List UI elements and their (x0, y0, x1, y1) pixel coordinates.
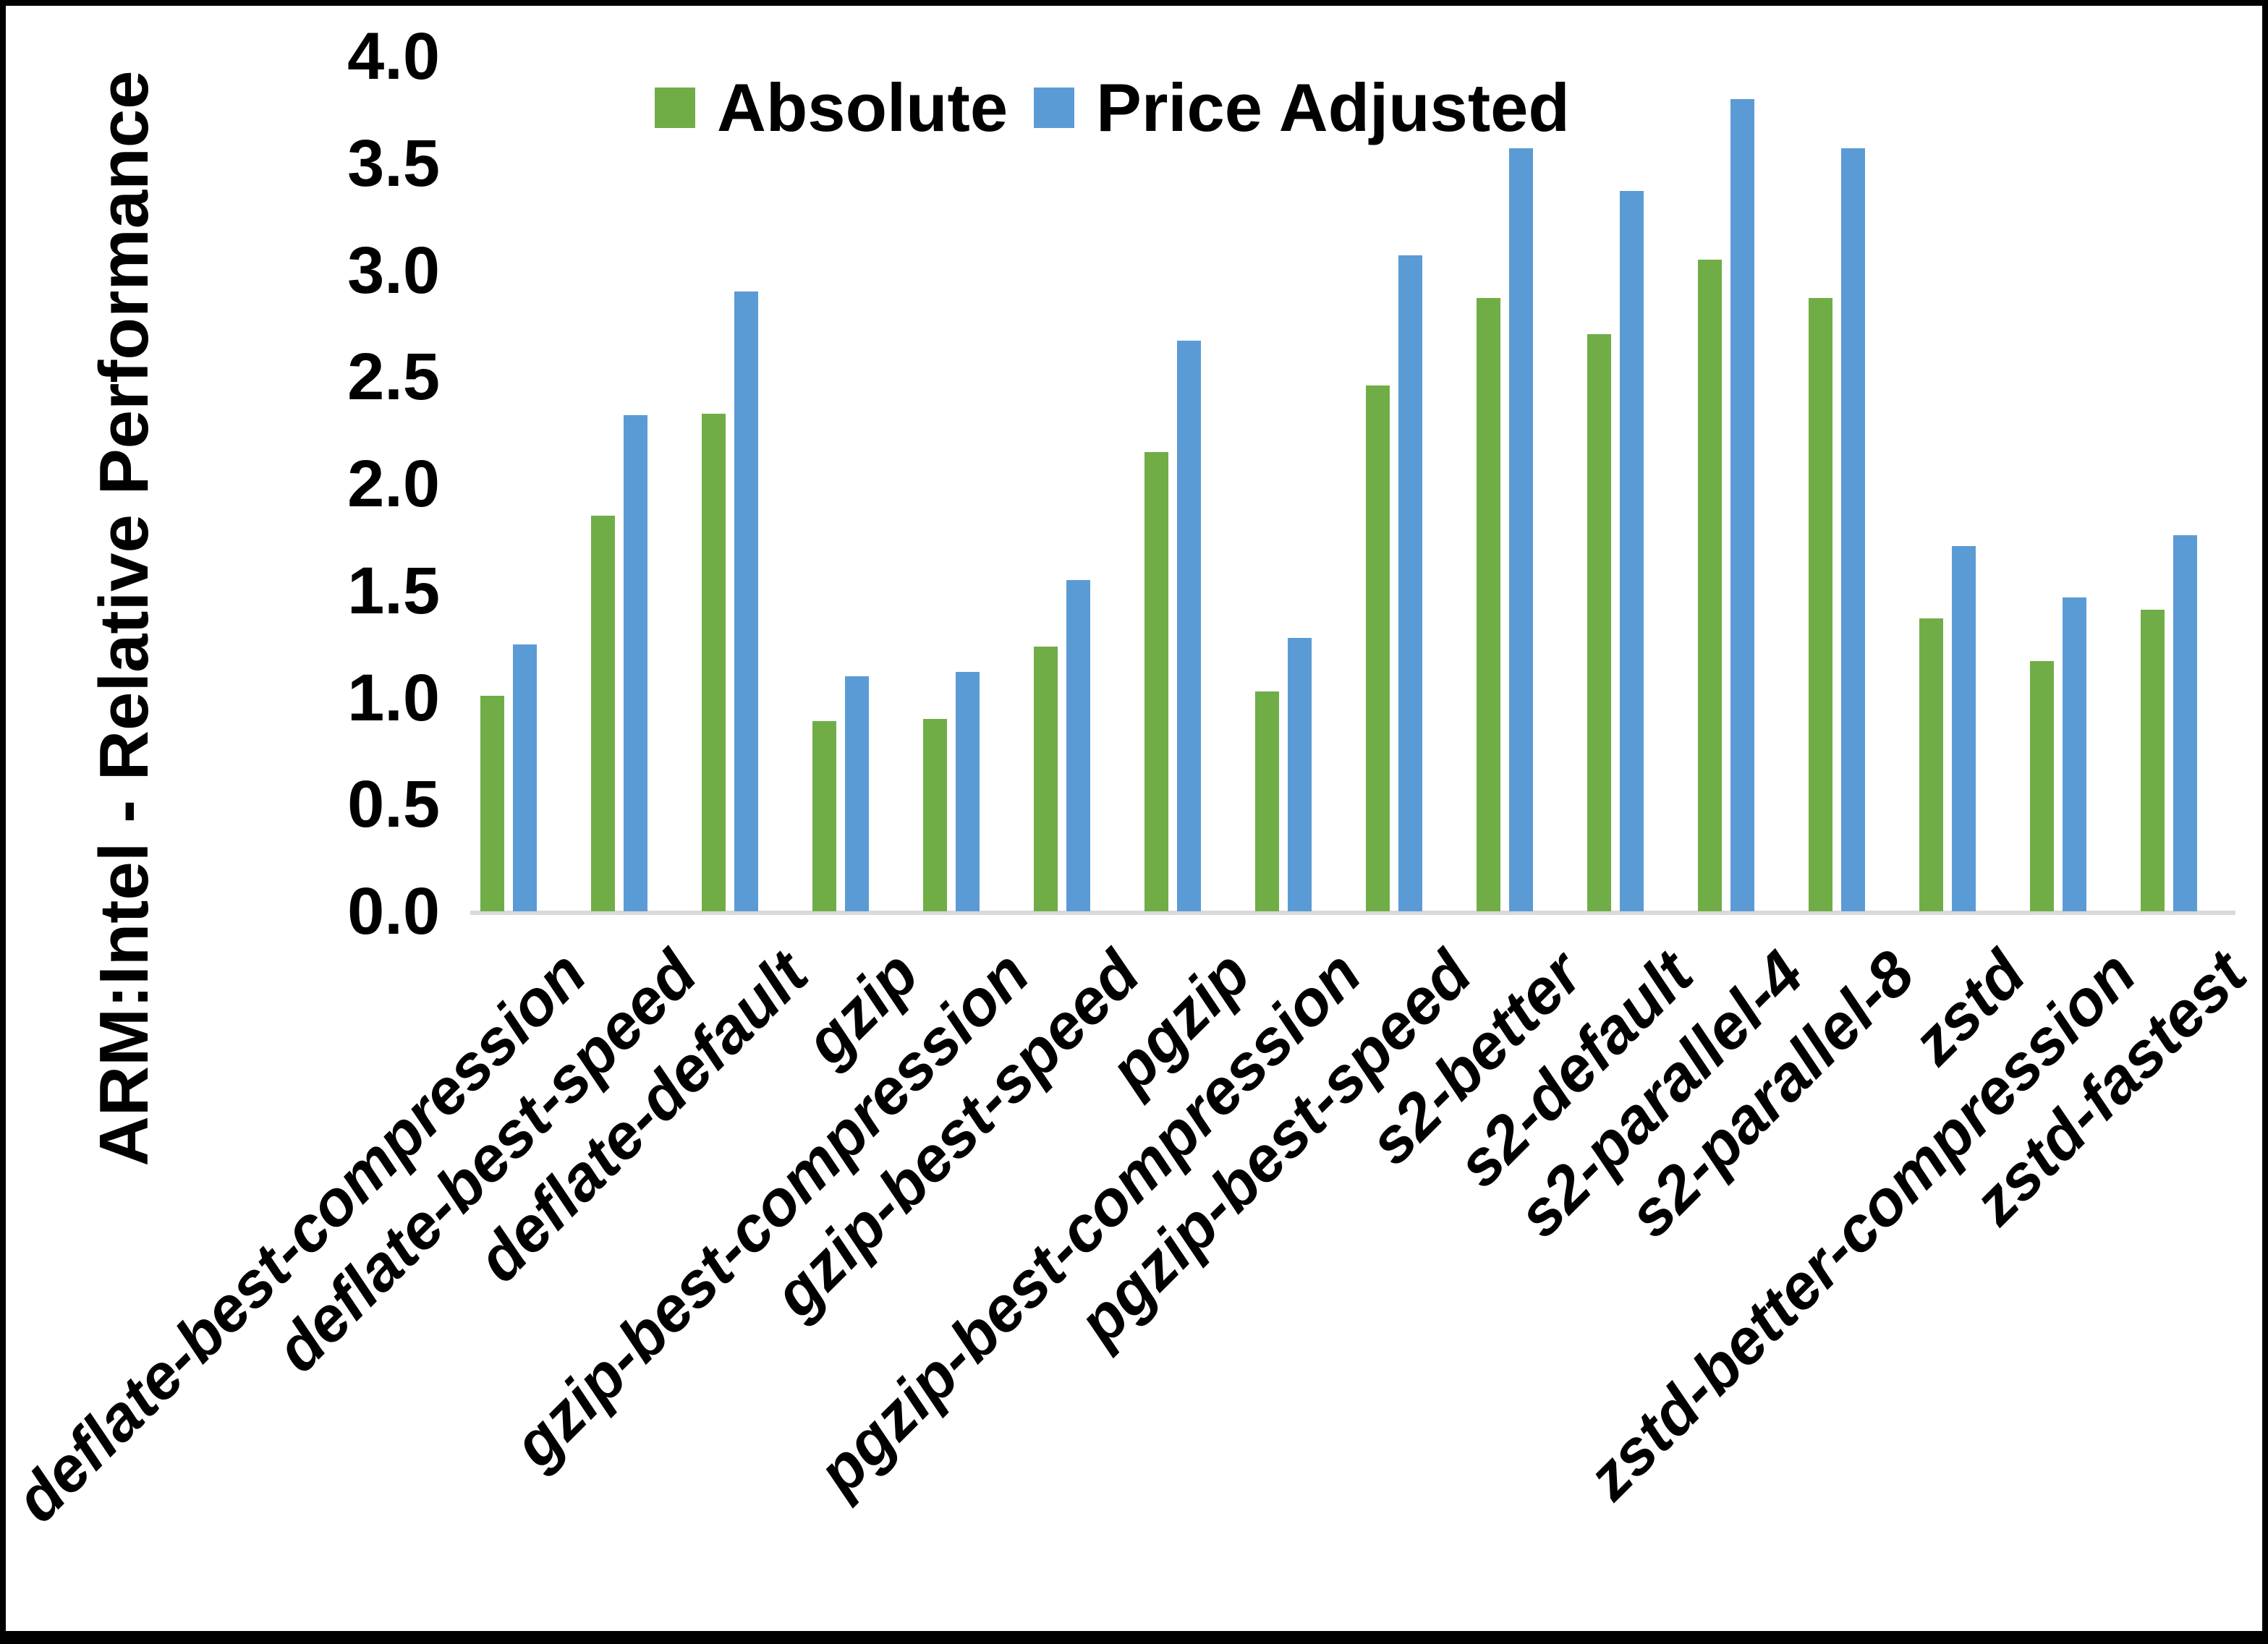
bar-zstd-better-compression-absolute (2030, 661, 2054, 911)
bar-gzip-best-compression-absolute (923, 719, 947, 911)
legend-label-absolute: Absolute (717, 69, 1008, 145)
x-label-gzip-best-compression: gzip-best-compression (498, 937, 1042, 1481)
x-label-pgzip: pgzip (1095, 937, 1264, 1106)
bar-pgzip-best-speed-price-adjusted (1398, 255, 1422, 911)
bar-s2-parallel-8-price-adjusted (1841, 148, 1865, 911)
bar-s2-better-absolute (1477, 297, 1500, 911)
x-label-s2-parallel-4: s2-parallel-4 (1503, 937, 1817, 1251)
x-label-s2-default: s2-default (1443, 937, 1707, 1201)
legend-item-price-adjusted: Price Adjusted (1034, 69, 1570, 147)
bar-gzip-best-speed-price-adjusted (1066, 579, 1090, 911)
bar-pgzip-price-adjusted (1177, 341, 1201, 911)
bar-deflate-best-speed-absolute (591, 516, 615, 911)
bar-deflate-best-speed-price-adjusted (624, 415, 647, 911)
bar-gzip-best-compression-price-adjusted (956, 672, 980, 911)
y-tick-label: 4.0 (347, 20, 440, 93)
plot-area (470, 56, 2235, 915)
legend-swatch-absolute (655, 88, 695, 128)
x-label-zstd: zstd (1898, 937, 2039, 1078)
legend-label-price-adjusted: Price Adjusted (1096, 69, 1570, 145)
bar-pgzip-absolute (1144, 451, 1168, 911)
bar-s2-better-price-adjusted (1509, 148, 1533, 911)
y-tick-label: 1.0 (347, 660, 440, 735)
bar-deflate-default-price-adjusted (734, 291, 758, 911)
bar-pgzip-best-compression-price-adjusted (1288, 637, 1312, 911)
x-label-deflate-default: deflate-default (462, 937, 821, 1296)
legend: Absolute Price Adjusted (655, 69, 1570, 147)
y-tick-label: 0.5 (347, 767, 440, 842)
y-tick-label: 2.5 (347, 340, 440, 414)
x-label-deflate-best-speed: deflate-best-speed (261, 937, 710, 1386)
x-label-pgzip-best-compression: pgzip-best-compression (803, 937, 1375, 1508)
x-label-pgzip-best-speed: pgzip-best-speed (1064, 937, 1485, 1358)
bar-gzip-price-adjusted (845, 676, 869, 911)
bar-s2-default-price-adjusted (1620, 191, 1644, 911)
x-label-gzip-best-speed: gzip-best-speed (760, 937, 1153, 1331)
bar-zstd-absolute (1919, 618, 1943, 911)
bar-pgzip-best-compression-absolute (1255, 691, 1279, 911)
bar-zstd-price-adjusted (1952, 545, 1976, 911)
bar-s2-default-absolute (1587, 334, 1611, 911)
bar-gzip-absolute (812, 721, 836, 911)
x-label-gzip: gzip (791, 937, 932, 1078)
y-tick-label: 2.0 (347, 447, 440, 521)
bar-zstd-fastest-price-adjusted (2173, 534, 2197, 911)
bar-s2-parallel-8-absolute (1809, 297, 1832, 911)
bar-s2-parallel-4-price-adjusted (1730, 99, 1754, 911)
legend-swatch-price-adjusted (1034, 88, 1075, 128)
bar-gzip-best-speed-absolute (1034, 646, 1058, 911)
y-tick-label: 3.5 (347, 126, 440, 200)
x-label-zstd-better-compression: zstd-better-compression (1573, 937, 2149, 1513)
bar-zstd-better-compression-price-adjusted (2063, 597, 2086, 911)
bar-zstd-fastest-absolute (2141, 610, 2165, 911)
y-tick-label: 0.0 (347, 874, 440, 948)
x-label-zstd-fastest: zstd-fastest (1958, 937, 2260, 1238)
y-axis-title: ARM:Intel - Relative Performance (85, 70, 163, 1167)
legend-item-absolute: Absolute (655, 69, 1008, 147)
y-tick-label: 3.0 (347, 233, 440, 307)
bar-deflate-default-absolute (702, 413, 726, 911)
bar-deflate-best-compression-price-adjusted (513, 644, 537, 911)
x-axis-line (470, 911, 2235, 915)
x-label-s2-better: s2-better (1354, 937, 1596, 1178)
bar-s2-parallel-4-absolute (1698, 259, 1722, 911)
bar-deflate-best-compression-absolute (480, 695, 504, 911)
y-axis-tick-labels: 0.0 0.5 1.0 1.5 2.0 2.5 3.0 3.5 4.0 (252, 23, 440, 945)
x-label-s2-parallel-8: s2-parallel-8 (1614, 937, 1928, 1251)
bar-pgzip-best-speed-absolute (1366, 386, 1390, 911)
y-tick-label: 1.5 (347, 553, 440, 628)
